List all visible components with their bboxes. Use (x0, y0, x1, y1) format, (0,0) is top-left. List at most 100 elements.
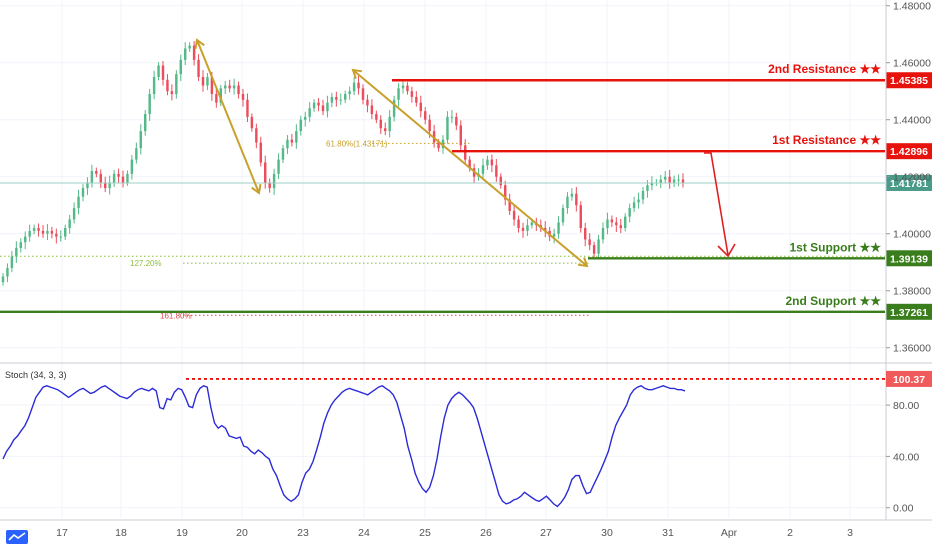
candle-body (197, 59, 200, 77)
candle-body (624, 216, 627, 229)
candle (330, 92, 334, 108)
candle (99, 169, 102, 189)
candle-body (668, 176, 671, 183)
candle (241, 88, 245, 107)
candle-body (264, 162, 267, 183)
candle (508, 193, 511, 215)
candle (584, 222, 587, 247)
candle-body (37, 228, 40, 231)
candle (392, 95, 396, 122)
candle (446, 111, 449, 144)
candle (281, 144, 285, 164)
candle (192, 41, 196, 66)
candle-body (64, 228, 67, 237)
candle-body (446, 116, 449, 140)
candle-body (24, 236, 27, 243)
candle (72, 202, 76, 224)
candle-body (210, 76, 214, 95)
candle-body (250, 116, 254, 129)
candle-body (68, 219, 71, 229)
candle-body (588, 239, 591, 246)
candle (50, 226, 54, 239)
tradingview-logo-icon (6, 530, 28, 544)
candle-body (664, 176, 667, 180)
candle (55, 228, 58, 244)
candle-body (464, 145, 467, 160)
candle-body (512, 210, 516, 220)
candle-body (441, 139, 445, 149)
candle-body (184, 48, 187, 60)
time-tick-label: 25 (419, 527, 431, 539)
candle (232, 78, 236, 95)
candle (468, 156, 471, 172)
candle-body (526, 225, 529, 231)
time-tick-label: 26 (480, 527, 492, 539)
candle (32, 224, 36, 235)
candle (64, 224, 67, 241)
candle-body (544, 228, 547, 231)
candle-body (428, 119, 431, 132)
candle-body (641, 190, 645, 200)
candle (357, 75, 360, 95)
candle-body (370, 105, 374, 115)
candle (361, 84, 365, 105)
time-tick-label: 31 (662, 527, 674, 539)
candle (15, 241, 18, 263)
candle-body (215, 94, 218, 103)
candle-body (6, 267, 9, 277)
candle (250, 113, 254, 132)
stoch-label: Stoch (34, 3, 3) (5, 370, 67, 380)
wave-arrow-line (352, 69, 588, 267)
candle (268, 178, 271, 193)
candle (81, 184, 85, 202)
candle (317, 98, 320, 112)
candle-body (295, 131, 298, 143)
candle (681, 173, 685, 188)
candle-body (255, 128, 258, 143)
price-tick-label: 1.40000 (893, 229, 931, 241)
candle-body (406, 85, 409, 92)
candle (526, 218, 529, 237)
candle-body (99, 173, 102, 183)
candle (1, 273, 5, 286)
candle (95, 167, 98, 178)
candle-body (330, 96, 334, 103)
time-tick-label: 27 (540, 527, 552, 539)
candle-body (681, 179, 685, 183)
candle-body (606, 219, 609, 229)
support-label: 2nd Support ★★ (785, 294, 881, 308)
candle-body (397, 88, 400, 100)
candle-body (317, 102, 320, 106)
candle (579, 201, 582, 233)
candle-body (175, 74, 178, 95)
candle-body (312, 102, 316, 109)
candle (130, 155, 134, 180)
stoch-tick-label: 80.00 (893, 400, 919, 412)
candle (139, 124, 142, 155)
stoch-level-value: 100.37 (893, 374, 925, 386)
candle (304, 111, 307, 127)
candle-body (259, 142, 262, 163)
price-tick-label: 1.42000 (893, 172, 931, 184)
candle (401, 79, 405, 94)
candle-body (1, 276, 5, 283)
candle (490, 154, 494, 173)
time-tick-label: 17 (56, 527, 68, 539)
price-tick-label: 1.38000 (893, 286, 931, 298)
candle (112, 169, 116, 187)
candle (59, 230, 62, 242)
candle-body (415, 96, 418, 103)
candle (659, 175, 662, 189)
candle-body (455, 116, 458, 126)
candle (228, 79, 231, 93)
candle-body (321, 105, 325, 112)
time-tick-label: 2 (787, 527, 793, 539)
candle-body (170, 91, 174, 95)
candle (641, 186, 645, 205)
candle-body (361, 88, 365, 100)
candle-body (50, 230, 54, 234)
candle-body (481, 165, 485, 174)
candle (77, 189, 80, 215)
